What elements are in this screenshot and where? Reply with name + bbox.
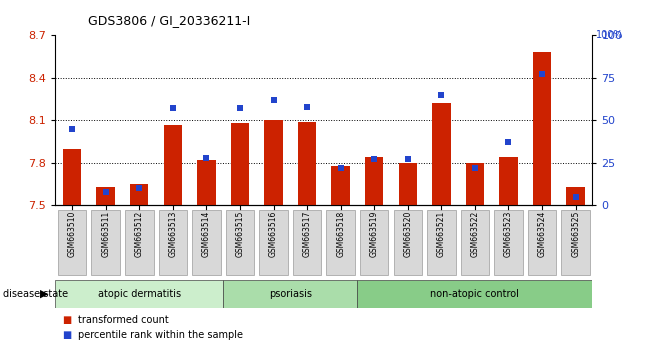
Text: GSM663517: GSM663517 <box>303 211 312 257</box>
FancyBboxPatch shape <box>561 210 590 275</box>
Text: GSM663522: GSM663522 <box>471 211 479 257</box>
Text: ■: ■ <box>62 315 71 325</box>
Bar <box>230 123 249 205</box>
FancyBboxPatch shape <box>360 210 389 275</box>
FancyBboxPatch shape <box>326 210 355 275</box>
FancyBboxPatch shape <box>427 210 456 275</box>
Text: GSM663523: GSM663523 <box>504 211 513 257</box>
Bar <box>533 52 551 205</box>
Bar <box>298 122 316 205</box>
Text: GSM663512: GSM663512 <box>135 211 144 257</box>
FancyBboxPatch shape <box>226 210 255 275</box>
Text: GSM663514: GSM663514 <box>202 211 211 257</box>
Text: disease state: disease state <box>3 289 68 299</box>
Text: GSM663516: GSM663516 <box>269 211 278 257</box>
FancyBboxPatch shape <box>494 210 523 275</box>
Text: transformed count: transformed count <box>78 315 169 325</box>
Text: 100%: 100% <box>596 30 623 40</box>
FancyBboxPatch shape <box>192 210 221 275</box>
Text: atopic dermatitis: atopic dermatitis <box>98 289 181 299</box>
FancyBboxPatch shape <box>223 280 357 308</box>
Text: percentile rank within the sample: percentile rank within the sample <box>78 330 243 339</box>
Bar <box>96 187 115 205</box>
Text: GSM663519: GSM663519 <box>370 211 379 257</box>
Text: GSM663511: GSM663511 <box>101 211 110 257</box>
Text: GSM663513: GSM663513 <box>169 211 177 257</box>
FancyBboxPatch shape <box>58 210 87 275</box>
Bar <box>163 125 182 205</box>
FancyBboxPatch shape <box>357 280 592 308</box>
Bar <box>499 157 518 205</box>
FancyBboxPatch shape <box>528 210 557 275</box>
Text: ▶: ▶ <box>40 289 49 299</box>
Bar <box>197 160 215 205</box>
Bar <box>264 120 283 205</box>
FancyBboxPatch shape <box>159 210 187 275</box>
Text: GSM663520: GSM663520 <box>403 211 412 257</box>
FancyBboxPatch shape <box>259 210 288 275</box>
Bar <box>432 103 450 205</box>
Bar <box>63 149 81 205</box>
Text: GSM663524: GSM663524 <box>538 211 547 257</box>
FancyBboxPatch shape <box>293 210 322 275</box>
Bar <box>398 163 417 205</box>
FancyBboxPatch shape <box>55 280 223 308</box>
Bar <box>566 187 585 205</box>
Bar <box>465 163 484 205</box>
Text: GSM663525: GSM663525 <box>571 211 580 257</box>
Text: GSM663510: GSM663510 <box>68 211 77 257</box>
Bar <box>331 166 350 205</box>
FancyBboxPatch shape <box>393 210 422 275</box>
Text: GSM663521: GSM663521 <box>437 211 446 257</box>
FancyBboxPatch shape <box>91 210 120 275</box>
Bar <box>365 157 383 205</box>
FancyBboxPatch shape <box>461 210 489 275</box>
Text: GSM663515: GSM663515 <box>236 211 245 257</box>
Bar <box>130 184 148 205</box>
Text: GSM663518: GSM663518 <box>336 211 345 257</box>
FancyBboxPatch shape <box>125 210 154 275</box>
Text: GDS3806 / GI_20336211-I: GDS3806 / GI_20336211-I <box>88 14 250 27</box>
Text: non-atopic control: non-atopic control <box>430 289 519 299</box>
Text: psoriasis: psoriasis <box>269 289 312 299</box>
Text: ■: ■ <box>62 330 71 339</box>
